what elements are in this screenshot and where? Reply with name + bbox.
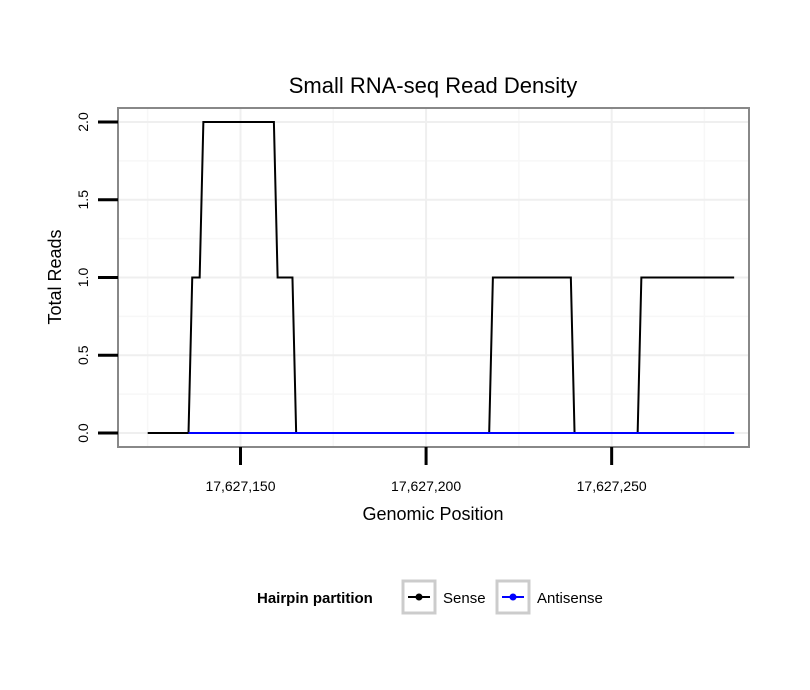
legend-label-sense: Sense (443, 590, 486, 607)
y-tick-label: 2.0 (75, 112, 91, 132)
y-tick-label: 1.0 (75, 268, 91, 288)
chart-title: Small RNA-seq Read Density (289, 73, 578, 98)
x-tick-label: 17,627,250 (577, 478, 647, 494)
x-tick-label: 17,627,150 (205, 478, 275, 494)
legend-title: Hairpin partition (257, 590, 373, 607)
legend: Hairpin partition Sense Antisense (257, 579, 603, 615)
x-axis-title: Genomic Position (362, 504, 503, 524)
y-axis: 0.0 0.5 1.0 1.5 2.0 (75, 112, 118, 443)
y-tick-label: 0.5 (75, 345, 91, 365)
legend-label-antisense: Antisense (537, 590, 603, 607)
series-group (147, 121, 735, 434)
y-tick-label: 0.0 (75, 423, 91, 443)
legend-point-sense (415, 593, 423, 601)
legend-point-antisense (509, 593, 517, 601)
grid (118, 108, 749, 447)
x-tick-label: 17,627,200 (391, 478, 461, 494)
y-tick-label: 1.5 (75, 190, 91, 210)
x-axis: 17,627,150 17,627,200 17,627,250 (205, 447, 647, 494)
y-axis-title: Total Reads (45, 229, 65, 324)
